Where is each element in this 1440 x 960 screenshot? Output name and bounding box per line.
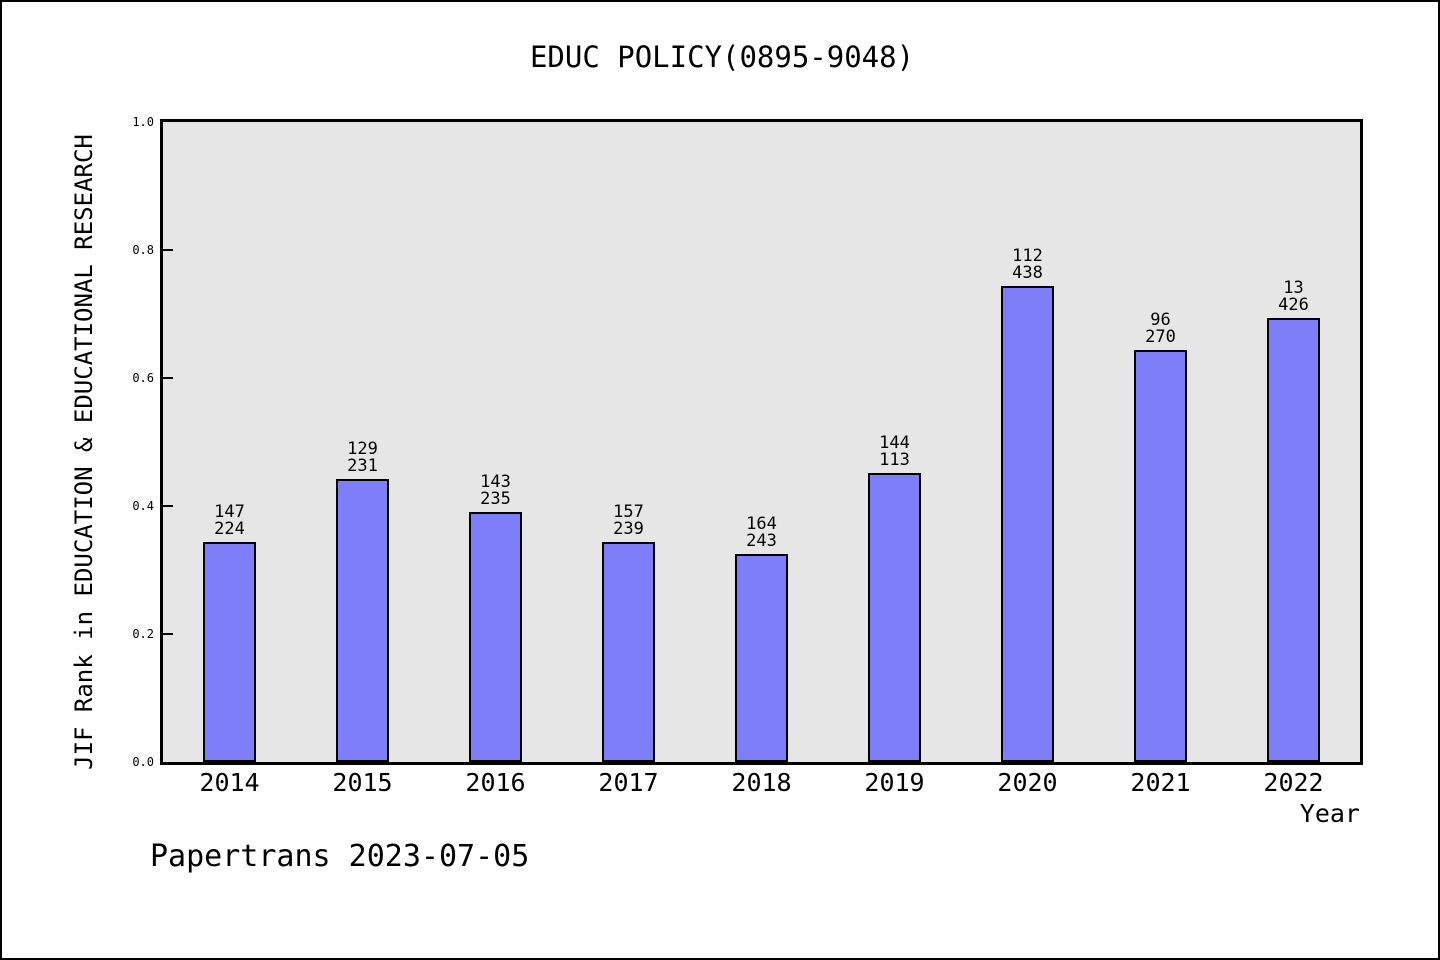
bar-value-label-2019: 144 113 (835, 435, 955, 469)
bar-value-label-2015: 129 231 (303, 441, 423, 475)
bar-value-line: 164 (746, 514, 777, 534)
x-axis-label: Year (1299, 799, 1360, 828)
bar-2015 (336, 479, 389, 762)
y-tick-mark (163, 377, 173, 379)
bar-2016 (469, 511, 522, 762)
bar-value-line: 243 (746, 531, 777, 551)
bar-value-line: 112 (1012, 245, 1043, 266)
x-tick-label-2022: 2022 (1263, 768, 1324, 797)
bar-value-line: 270 (1145, 326, 1176, 347)
bar-2017 (602, 542, 655, 762)
x-tick-label-2018: 2018 (731, 768, 792, 797)
bar-value-line: 147 (214, 501, 245, 522)
bar-value-line: 231 (347, 456, 378, 477)
footer-note: Papertrans 2023-07-05 (150, 839, 530, 874)
bar-2014 (203, 541, 256, 762)
plot-inner: 147 224 129 231 143 235 157 239 164 243 144 113 112 4… (163, 122, 1360, 762)
x-tick-label-2021: 2021 (1130, 768, 1191, 797)
bar-2020 (1001, 285, 1054, 762)
y-tick-label: 0.2 (132, 627, 154, 641)
bar-2022 (1267, 318, 1320, 762)
bar-value-label-2014: 147 224 (170, 501, 290, 539)
bar-value-line: 129 (347, 439, 378, 460)
y-tick-label: 0.8 (132, 243, 154, 257)
bar-value-line: 96 (1150, 309, 1171, 330)
y-tick-label: 0.0 (132, 755, 154, 769)
x-tick-label-2016: 2016 (465, 768, 526, 797)
y-axis-label: JIF Rank in EDUCATION & EDUCATIONAL RESE… (70, 134, 98, 770)
y-tick-label: 0.6 (132, 371, 154, 385)
y-tick-label: 1.0 (132, 115, 154, 129)
plot-area: 147 224 129 231 143 235 157 239 164 243 144 113 112 4… (160, 119, 1363, 765)
x-tick-label-2020: 2020 (997, 768, 1058, 797)
bar-value-label-2016: 143 235 (436, 471, 556, 509)
bar-value-label-2020: 112 438 (968, 245, 1088, 283)
x-tick-label-2015: 2015 (332, 768, 393, 797)
y-tick-label: 0.4 (132, 499, 154, 513)
bar-value-line: 438 (1012, 262, 1043, 283)
bar-2019 (868, 473, 921, 762)
bar-2018 (735, 554, 788, 762)
y-tick-mark (163, 505, 173, 507)
bar-value-line: 13 (1283, 278, 1304, 299)
x-tick-label-2014: 2014 (199, 768, 260, 797)
y-tick-mark (163, 249, 173, 251)
bar-value-label-2022: 13 426 (1234, 280, 1354, 314)
bar-value-line: 143 (480, 471, 511, 492)
bar-value-line: 224 (214, 518, 245, 539)
chart-title: EDUC POLICY(0895-9048) (529, 40, 915, 74)
bar-value-label-2018: 164 243 (702, 516, 822, 550)
x-tick-label-2019: 2019 (864, 768, 925, 797)
bar-value-line: 235 (480, 488, 511, 509)
x-tick-label-2017: 2017 (598, 768, 659, 797)
bar-value-line: 426 (1278, 295, 1309, 316)
bar-value-line: 113 (879, 450, 910, 471)
bar-value-label-2021: 96 270 (1101, 309, 1221, 347)
bar-value-line: 157 (613, 502, 644, 523)
bar-value-label-2017: 157 239 (569, 504, 689, 538)
y-tick-mark (163, 633, 173, 635)
bar-value-line: 239 (613, 519, 644, 540)
bar-2021 (1134, 349, 1187, 762)
bar-value-line: 144 (879, 433, 910, 454)
